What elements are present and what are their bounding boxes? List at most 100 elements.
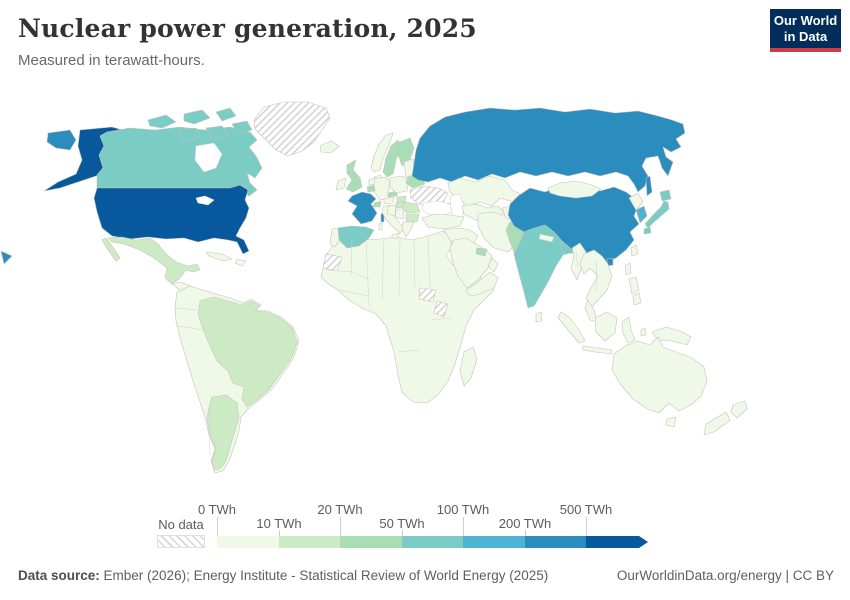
legend-tick-mark <box>463 517 464 536</box>
country-australia[interactable] <box>611 336 708 414</box>
country-bulgaria[interactable] <box>405 213 420 223</box>
country-canada-arctic-1[interactable] <box>147 114 177 129</box>
country-hispaniola[interactable] <box>234 258 247 267</box>
country-philippines-2[interactable] <box>628 276 640 295</box>
country-mexico-baja[interactable] <box>101 237 121 262</box>
country-mexico[interactable] <box>107 236 201 285</box>
region-yemen[interactable] <box>465 271 499 297</box>
country-nz-north[interactable] <box>730 400 748 419</box>
country-oman[interactable] <box>487 257 499 273</box>
country-usa[interactable] <box>93 184 250 255</box>
country-france[interactable] <box>347 191 378 225</box>
country-myanmar[interactable] <box>570 242 587 281</box>
country-greenland[interactable] <box>253 101 331 157</box>
country-canada-arctic-4[interactable] <box>177 127 202 141</box>
legend-no-data-label: No data <box>158 517 204 532</box>
country-spain[interactable] <box>337 225 375 249</box>
legend-bin-0-10[interactable] <box>217 536 279 548</box>
country-japan-hokkaido[interactable] <box>659 189 672 202</box>
legend-bin-20-50[interactable] <box>340 536 402 548</box>
country-norway[interactable] <box>370 132 394 173</box>
country-turkey[interactable] <box>421 213 465 230</box>
legend-bin-500-plus[interactable] <box>586 536 648 548</box>
country-ireland[interactable] <box>335 177 347 191</box>
page-title: Nuclear power generation, 2025 <box>18 14 477 43</box>
country-uae[interactable] <box>475 247 488 257</box>
legend-tick-50: 50 TWh <box>379 516 425 531</box>
country-japan-kyushu[interactable] <box>643 226 652 235</box>
region-africa[interactable] <box>320 230 495 404</box>
country-japan-honshu[interactable] <box>644 200 670 229</box>
data-source-note: Data source: Ember (2026); Energy Instit… <box>18 568 548 583</box>
country-philippines-3[interactable] <box>632 292 642 306</box>
country-netherlands[interactable] <box>368 177 376 186</box>
page-subtitle: Measured in terawatt-hours. <box>18 52 205 69</box>
legend-bin-200-500[interactable] <box>524 536 586 548</box>
country-taiwan[interactable] <box>630 244 639 257</box>
country-belgium[interactable] <box>366 184 376 193</box>
country-madagascar[interactable] <box>459 346 478 387</box>
legend-color-bar <box>217 536 648 548</box>
country-switzerland[interactable] <box>372 200 382 208</box>
country-canada-arctic-5[interactable] <box>205 125 230 140</box>
country-canada-baffin[interactable] <box>231 120 253 135</box>
country-canada-arctic-2[interactable] <box>183 109 211 125</box>
legend-bin-100-200[interactable] <box>463 536 525 548</box>
country-indonesia-moluccas[interactable] <box>640 327 647 337</box>
country-romania[interactable] <box>400 201 421 214</box>
owid-logo-line2: in Data <box>783 28 828 44</box>
country-nz-south[interactable] <box>703 411 731 436</box>
legend-tick-10: 10 TWh <box>256 516 302 531</box>
owid-logo-line1: Our World <box>773 12 838 28</box>
country-uk[interactable] <box>345 159 363 193</box>
country-sri-lanka[interactable] <box>535 311 543 323</box>
license-note[interactable]: OurWorldinData.org/energy | CC BY <box>616 568 834 583</box>
owid-logo[interactable]: Our World in Data <box>770 9 841 52</box>
country-nepal[interactable] <box>538 233 555 243</box>
country-portugal[interactable] <box>329 227 340 248</box>
legend-tick-mark <box>340 517 341 536</box>
country-borders-decoration <box>176 236 598 456</box>
region-malay-peninsula[interactable] <box>584 299 598 323</box>
legend-no-data-swatch[interactable] <box>157 535 205 548</box>
country-russia-chukotka[interactable] <box>46 129 77 151</box>
country-argentina[interactable] <box>206 394 240 471</box>
region-balkans[interactable] <box>394 208 405 220</box>
country-mongolia[interactable] <box>547 180 602 199</box>
legend-tick-mark <box>525 530 526 536</box>
country-cuba[interactable] <box>205 251 233 262</box>
country-north-korea[interactable] <box>628 192 644 211</box>
country-philippines-1[interactable] <box>624 262 632 276</box>
country-indonesia-sulawesi[interactable] <box>621 316 636 344</box>
country-poland[interactable] <box>389 175 410 194</box>
country-russia-wrap[interactable] <box>0 250 13 265</box>
country-brazil[interactable] <box>197 296 298 408</box>
country-greece[interactable] <box>401 221 415 238</box>
legend-tick-200: 200 TWh <box>498 516 552 531</box>
legend-bin-50-100[interactable] <box>401 536 463 548</box>
country-indonesia-sumatra[interactable] <box>557 311 586 344</box>
country-south-korea[interactable] <box>635 205 648 224</box>
hudson-bay <box>194 142 223 173</box>
country-italy-sardinia[interactable] <box>378 222 383 231</box>
legend-tick-20: 20 TWh <box>317 502 363 517</box>
great-lakes <box>195 195 215 206</box>
country-iceland[interactable] <box>319 140 340 154</box>
country-italy-sicily[interactable] <box>391 232 400 240</box>
country-indonesia-borneo[interactable] <box>594 311 618 342</box>
country-australia-tasmania[interactable] <box>665 416 677 428</box>
legend-tick-0: 0 TWh <box>197 502 237 517</box>
region-croatia-bosnia[interactable] <box>386 204 397 217</box>
country-austria[interactable] <box>383 196 395 205</box>
country-russia-sakhalin[interactable] <box>645 175 653 197</box>
country-russia[interactable] <box>411 107 686 193</box>
country-south-sudan[interactable] <box>418 287 437 303</box>
country-indonesia-java[interactable] <box>582 345 613 355</box>
country-east-africa-nodata[interactable] <box>433 300 449 318</box>
region-new-guinea[interactable] <box>651 326 692 346</box>
legend-tick-100: 100 TWh <box>436 502 490 517</box>
country-canada-arctic-3[interactable] <box>215 107 237 122</box>
legend-bin-10-20[interactable] <box>278 536 340 548</box>
